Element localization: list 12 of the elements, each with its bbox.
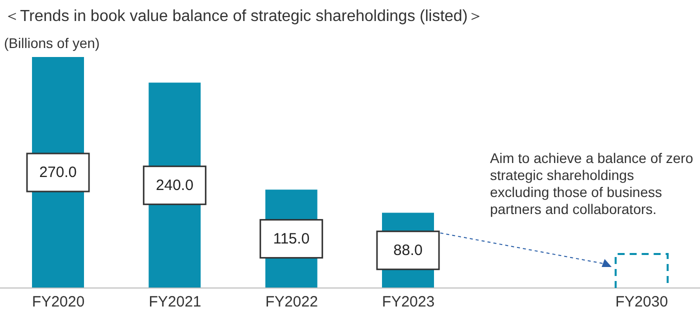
y-axis-title: (Billions of yen): [4, 35, 100, 51]
data-label: 270.0: [39, 164, 77, 181]
data-label: 240.0: [156, 176, 194, 194]
x-tick-label: FY2021: [148, 294, 202, 311]
data-label: 88.0: [393, 242, 423, 259]
chart-title: ＜Trends in book value balance of strategic shareholdings (listed)＞: [4, 7, 484, 27]
x-tick-label: FY2030: [615, 294, 668, 311]
x-tick-label: FY2023: [382, 294, 435, 311]
x-tick-label: FY2022: [265, 294, 318, 311]
data-label: 115.0: [273, 230, 310, 248]
x-tick-label: FY2020: [32, 294, 85, 311]
annotation: Aim to achieve a balance of zero strategic shareholdings excluding those of business partners and collaborators.: [490, 150, 694, 218]
